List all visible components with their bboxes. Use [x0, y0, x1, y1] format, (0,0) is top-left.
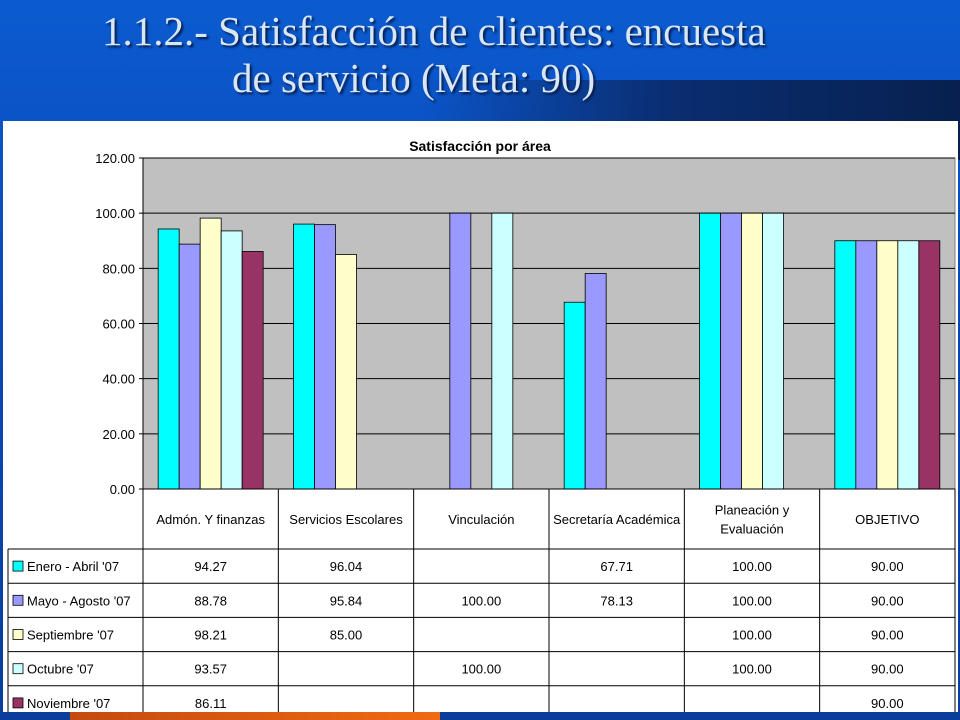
slide-title-line-1: 1.1.2.- Satisfacción de clientes: encues… [102, 8, 766, 54]
bar [563, 301, 586, 490]
data-label: 90.00 [871, 628, 904, 643]
y-tick-label: 40.00 [102, 372, 135, 387]
data-label: 86.11 [195, 696, 227, 711]
category-label: Vinculación [448, 512, 514, 527]
bar [918, 240, 941, 490]
bar [293, 223, 315, 490]
bottom-accent-strip [70, 712, 440, 720]
bar [855, 240, 878, 490]
data-label: 96.04 [330, 559, 363, 574]
bar [699, 212, 721, 490]
data-label: 100.00 [732, 628, 772, 643]
legend-swatch [12, 663, 24, 675]
bar [314, 224, 336, 490]
bar [741, 212, 763, 490]
bar [834, 240, 857, 490]
legend-swatch [12, 560, 24, 572]
data-label: 98.21 [194, 628, 227, 643]
data-label: 67.71 [600, 559, 633, 574]
legend-swatch [12, 594, 24, 606]
category-label: Secretaría Académica [553, 512, 681, 527]
data-label: 85.00 [330, 628, 363, 643]
data-label: 78.13 [600, 593, 633, 608]
data-label: 100.00 [461, 662, 501, 677]
category-label: Planeación y Evaluación [715, 503, 790, 537]
category-label: OBJETIVO [855, 512, 919, 527]
data-label: 95.84 [330, 593, 363, 608]
bar [220, 230, 243, 490]
chart-title-box [8, 129, 953, 157]
bar [491, 212, 514, 490]
chart-frame: Satisfacción por área 0.00 20.00 40.00 60.0… [3, 121, 958, 712]
data-label: 93.57 [194, 662, 227, 677]
legend-swatch [12, 697, 24, 709]
y-tick-label: 20.00 [102, 427, 135, 442]
category-label: Servicios Escolares [289, 512, 403, 527]
data-label: 90.00 [871, 593, 904, 608]
bar [762, 212, 784, 490]
legend-label: Septiembre '07 [27, 628, 114, 643]
bar [178, 243, 201, 490]
bar [199, 217, 222, 490]
bar [241, 251, 264, 490]
bar [584, 273, 607, 490]
data-label: 90.00 [871, 696, 904, 711]
legend-label: Enero - Abril '07 [27, 559, 119, 574]
slide-title-line-2: de servicio (Meta: 90) [232, 55, 596, 101]
bar [876, 240, 899, 490]
y-tick-label: 100.00 [95, 206, 135, 221]
bar [897, 240, 920, 490]
data-label: 100.00 [732, 662, 772, 677]
data-label: 94.27 [194, 559, 227, 574]
legend-label: Mayo - Agosto '07 [27, 593, 131, 608]
y-tick-label: 120.00 [95, 151, 135, 166]
category-label: Admón. Y finanzas [156, 512, 265, 527]
data-label: 90.00 [871, 662, 904, 677]
y-tick-label: 0.00 [110, 482, 135, 497]
y-tick-label: 60.00 [102, 317, 135, 332]
bar [335, 254, 357, 490]
bar [157, 228, 180, 490]
slide-title: 1.1.2.- Satisfacción de clientes: encues… [0, 8, 960, 102]
data-label: 100.00 [461, 593, 501, 608]
legend-swatch [12, 629, 24, 640]
bar-chart: Satisfacción por área 0.00 20.00 40.00 60.0… [7, 129, 956, 712]
y-tick-label: 80.00 [102, 261, 135, 276]
legend-label: Noviembre '07 [27, 696, 110, 711]
data-label: 90.00 [871, 559, 904, 574]
data-label: 100.00 [732, 593, 772, 608]
data-label: 88.78 [194, 593, 227, 608]
data-label: 100.00 [732, 559, 772, 574]
legend-label: Octubre '07 [27, 662, 94, 677]
chart-title: Satisfacción por área [409, 138, 551, 154]
bar [449, 212, 472, 490]
bar [720, 212, 742, 490]
